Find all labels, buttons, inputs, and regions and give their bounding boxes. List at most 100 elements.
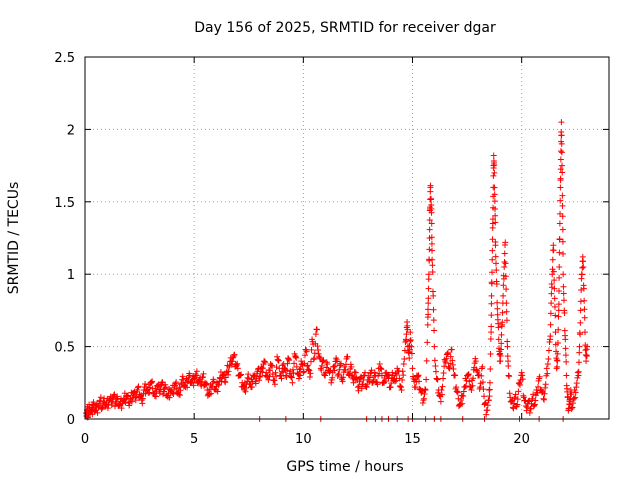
- data-point: [354, 384, 361, 391]
- data-point: [98, 405, 105, 412]
- data-point: [156, 387, 163, 394]
- data-point: [289, 366, 296, 373]
- data-point: [550, 247, 557, 254]
- data-point: [425, 285, 432, 292]
- data-point: [531, 402, 538, 409]
- data-point: [282, 372, 289, 379]
- data-point: [547, 310, 554, 317]
- data-point: [446, 365, 453, 372]
- data-point: [493, 260, 500, 267]
- data-point: [449, 361, 456, 368]
- data-point: [536, 373, 543, 380]
- data-point: [400, 372, 407, 379]
- data-point: [193, 368, 200, 375]
- data-point: [199, 374, 206, 381]
- data-point: [420, 397, 427, 404]
- data-point: [558, 140, 565, 147]
- data-point: [156, 390, 163, 397]
- data-point: [486, 386, 493, 393]
- data-point: [331, 367, 338, 374]
- data-point: [407, 329, 414, 336]
- data-point: [177, 387, 184, 394]
- data-point: [301, 352, 308, 359]
- data-point: [512, 391, 519, 398]
- data-point: [574, 369, 581, 376]
- data-point: [387, 384, 394, 391]
- data-point: [488, 300, 495, 307]
- data-point: [514, 396, 521, 403]
- data-point: [559, 169, 566, 176]
- data-point: [262, 359, 269, 366]
- data-point: [287, 368, 294, 375]
- data-point: [469, 382, 476, 389]
- data-point: [124, 392, 131, 399]
- data-point: [142, 380, 149, 387]
- data-point: [474, 368, 481, 375]
- data-point: [327, 367, 334, 374]
- data-point: [575, 359, 582, 366]
- ticks-layer: 0 5 10 15 20 0 0.5 1 1.5 2 2.5: [54, 51, 609, 447]
- data-point: [324, 360, 331, 367]
- data-point: [560, 297, 567, 304]
- data-point: [534, 389, 541, 396]
- data-point: [378, 366, 385, 373]
- data-point: [563, 372, 570, 379]
- data-point: [305, 366, 312, 373]
- data-point: [506, 390, 513, 397]
- data-point: [432, 363, 439, 370]
- data-point: [358, 373, 365, 380]
- data-point: [191, 377, 198, 384]
- data-point: [426, 226, 433, 233]
- data-point: [104, 405, 111, 412]
- data-point: [544, 360, 551, 367]
- data-point: [486, 387, 493, 394]
- data-point: [355, 387, 362, 394]
- data-point: [550, 268, 557, 275]
- data-point: [284, 360, 291, 367]
- data-point: [403, 331, 410, 338]
- data-point: [440, 375, 447, 382]
- data-point: [433, 375, 440, 382]
- data-point: [336, 366, 343, 373]
- data-point: [300, 369, 307, 376]
- data-point: [128, 398, 135, 405]
- data-point: [460, 392, 467, 399]
- x-tick-label: 5: [190, 432, 198, 447]
- data-point: [170, 386, 177, 393]
- data-point: [422, 386, 429, 393]
- data-point: [504, 343, 511, 350]
- data-point: [420, 395, 427, 402]
- data-point: [149, 378, 156, 385]
- data-point: [429, 262, 436, 269]
- data-point: [562, 345, 569, 352]
- data-point: [503, 286, 510, 293]
- data-point: [559, 192, 566, 199]
- data-point: [335, 371, 342, 378]
- data-point: [581, 329, 588, 336]
- data-point: [233, 361, 240, 368]
- data-point: [234, 365, 241, 372]
- data-point: [392, 378, 399, 385]
- data-point: [445, 363, 452, 370]
- data-point: [501, 250, 508, 257]
- data-point: [179, 373, 186, 380]
- data-point: [367, 370, 374, 377]
- data-point: [229, 358, 236, 365]
- data-point: [479, 379, 486, 386]
- data-point: [110, 392, 117, 399]
- data-point: [307, 370, 314, 377]
- data-point: [572, 389, 579, 396]
- data-point: [146, 384, 153, 391]
- data-point: [581, 314, 588, 321]
- data-point: [340, 374, 347, 381]
- data-point: [459, 400, 466, 407]
- data-point: [305, 367, 312, 374]
- data-point: [557, 184, 564, 191]
- data-point: [386, 371, 393, 378]
- data-point: [559, 226, 566, 233]
- data-point: [583, 346, 590, 353]
- data-point: [148, 379, 155, 386]
- data-point: [493, 280, 500, 287]
- data-point: [491, 184, 498, 191]
- data-point: [184, 384, 191, 391]
